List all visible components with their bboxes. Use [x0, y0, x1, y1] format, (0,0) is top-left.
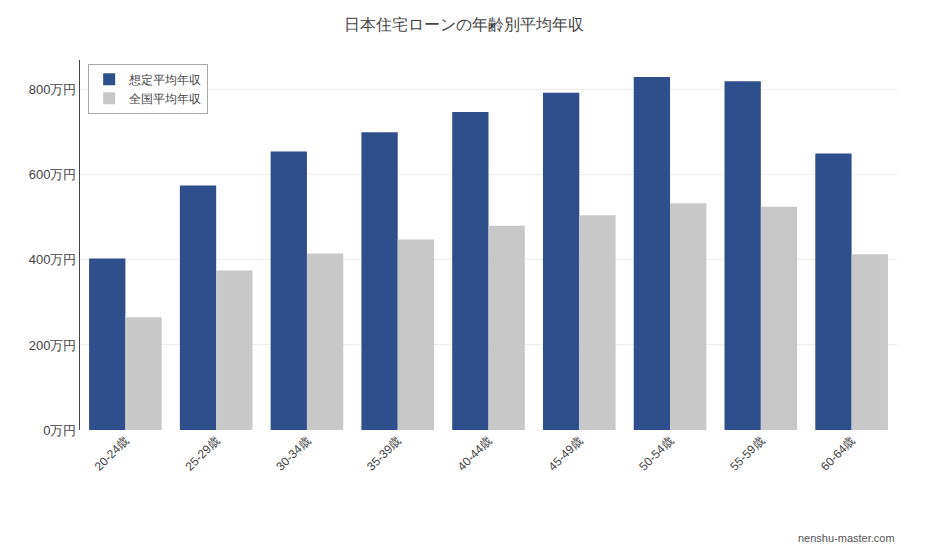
svg-text:25-29歳: 25-29歳: [182, 433, 222, 473]
svg-text:0万円: 0万円: [43, 423, 76, 438]
svg-text:50-54歳: 50-54歳: [636, 433, 676, 473]
svg-text:600万円: 600万円: [29, 167, 77, 182]
svg-text:55-59歳: 55-59歳: [727, 433, 767, 473]
svg-text:45-49歳: 45-49歳: [546, 433, 586, 473]
svg-text:400万円: 400万円: [29, 252, 77, 267]
svg-text:40-44歳: 40-44歳: [455, 433, 495, 473]
svg-text:20-24歳: 20-24歳: [92, 433, 132, 473]
svg-text:想定平均年収: 想定平均年収: [128, 73, 201, 87]
svg-text:30-34歳: 30-34歳: [273, 433, 313, 473]
svg-text:35-39歳: 35-39歳: [364, 433, 404, 473]
svg-text:200万円: 200万円: [29, 337, 77, 352]
svg-text:60-64歳: 60-64歳: [818, 433, 858, 473]
svg-text:800万円: 800万円: [29, 82, 77, 97]
svg-text:全国平均年収: 全国平均年収: [129, 92, 201, 106]
svg-text:nenshu-master.com: nenshu-master.com: [798, 532, 895, 544]
svg-text:日本住宅ローンの年齢別平均年収: 日本住宅ローンの年齢別平均年収: [344, 16, 584, 33]
